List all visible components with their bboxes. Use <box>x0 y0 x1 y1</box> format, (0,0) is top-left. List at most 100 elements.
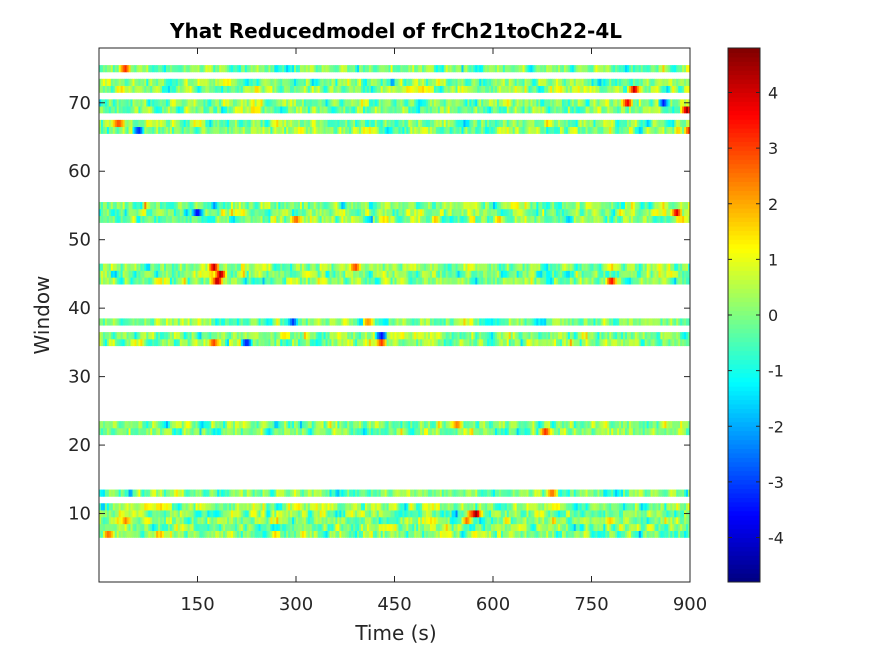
heatmap-cell <box>282 202 285 210</box>
heatmap-cell <box>351 202 354 210</box>
heatmap-cell <box>682 530 685 538</box>
heatmap-cell <box>577 332 581 340</box>
heatmap-cell <box>441 208 445 217</box>
heatmap-cell <box>264 202 267 210</box>
heatmap-cell <box>459 489 462 497</box>
heatmap-cell <box>232 332 236 340</box>
heatmap-cell <box>565 215 569 223</box>
heatmap-cell <box>648 215 651 223</box>
heatmap-cell <box>167 523 171 531</box>
heatmap-cell <box>361 263 364 271</box>
heatmap-cell <box>426 202 429 210</box>
heatmap-cell <box>485 427 488 436</box>
heatmap-cell <box>254 421 257 429</box>
heatmap-cell <box>477 503 480 511</box>
heatmap-cell <box>520 318 523 326</box>
heatmap-cell <box>229 338 232 347</box>
heatmap-cell <box>150 516 153 525</box>
heatmap-cell <box>280 270 283 278</box>
heatmap-cell <box>158 338 161 347</box>
heatmap-cell <box>227 489 230 497</box>
heatmap-cell <box>309 489 313 497</box>
heatmap-cell <box>540 516 543 525</box>
heatmap-cell <box>258 421 261 429</box>
heatmap-cell <box>250 318 254 326</box>
heatmap-cell <box>461 516 464 525</box>
heatmap-cell <box>552 208 555 217</box>
heatmap-cell <box>138 202 141 210</box>
heatmap-cell <box>449 489 453 497</box>
heatmap-cell <box>520 263 523 271</box>
heatmap-cell <box>244 277 248 285</box>
heatmap-cell <box>128 523 131 531</box>
heatmap-cell <box>100 523 104 531</box>
heatmap-cell <box>140 332 143 340</box>
heatmap-cell <box>193 523 196 531</box>
heatmap-cell <box>376 503 380 511</box>
heatmap-cell <box>455 318 458 326</box>
heatmap-cell <box>351 516 354 525</box>
heatmap-cell <box>424 523 427 531</box>
heatmap-cell <box>329 215 332 223</box>
heatmap-cell <box>546 516 549 525</box>
heatmap-cell <box>292 215 295 223</box>
heatmap-cell <box>569 277 573 285</box>
heatmap-cell <box>384 427 388 436</box>
heatmap-cell <box>617 332 620 340</box>
heatmap-cell <box>236 208 240 217</box>
heatmap-cell <box>294 277 297 285</box>
heatmap-cell <box>250 277 254 285</box>
heatmap-row-22 <box>99 427 691 436</box>
heatmap-row-9 <box>99 516 691 525</box>
heatmap-cell <box>100 263 104 271</box>
heatmap-cell <box>209 318 212 326</box>
heatmap-cell <box>396 489 399 497</box>
heatmap-cell <box>272 427 275 436</box>
heatmap-cell <box>520 215 523 223</box>
heatmap-cell <box>104 510 108 518</box>
heatmap-cell <box>546 215 549 223</box>
heatmap-cell <box>536 503 539 511</box>
heatmap-cell <box>605 510 608 518</box>
heatmap-cell <box>678 263 681 271</box>
heatmap-cell <box>552 510 555 518</box>
heatmap-cell <box>361 421 364 429</box>
heatmap-cell <box>646 516 650 525</box>
heatmap-cell <box>467 489 470 497</box>
heatmap-cell <box>538 332 541 340</box>
heatmap-cell <box>601 277 604 285</box>
heatmap-cell <box>359 215 362 223</box>
heatmap-cell <box>362 510 366 518</box>
heatmap-cell <box>477 215 480 223</box>
heatmap-cell <box>339 523 342 531</box>
heatmap-cell <box>234 427 238 436</box>
heatmap-cell <box>528 523 531 531</box>
heatmap-cell <box>217 338 220 347</box>
heatmap-cell <box>567 332 571 340</box>
heatmap-cell <box>205 263 208 271</box>
heatmap-cell <box>223 530 226 538</box>
heatmap-cell <box>325 318 328 326</box>
heatmap-cell <box>656 270 659 278</box>
heatmap-cell <box>437 318 441 326</box>
heatmap-cell <box>388 523 391 531</box>
heatmap-cell <box>175 332 179 340</box>
heatmap-cell <box>404 421 407 429</box>
heatmap-cell <box>339 503 342 511</box>
heatmap-cell <box>577 270 581 278</box>
heatmap-cell <box>112 318 116 326</box>
heatmap-cell <box>187 510 191 518</box>
heatmap-cell <box>323 503 326 511</box>
heatmap-cell <box>453 516 456 525</box>
heatmap-cell <box>148 202 151 210</box>
heatmap-cell <box>524 503 527 511</box>
heatmap-cell <box>323 489 326 497</box>
heatmap-cell <box>427 421 431 429</box>
heatmap-cell <box>286 530 289 538</box>
heatmap-cell <box>603 215 606 223</box>
heatmap-cell <box>254 332 257 340</box>
heatmap-cell <box>148 215 151 223</box>
heatmap-cell <box>284 270 287 278</box>
heatmap-cell <box>404 202 407 210</box>
heatmap-cell <box>323 427 326 436</box>
